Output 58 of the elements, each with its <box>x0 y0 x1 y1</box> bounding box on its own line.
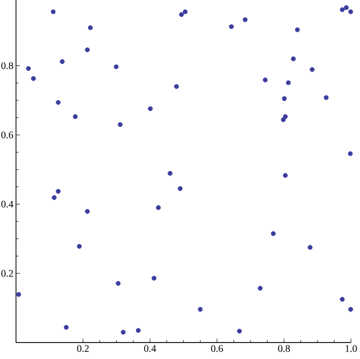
point <box>179 12 184 17</box>
point <box>118 122 123 127</box>
point <box>237 328 242 334</box>
point <box>52 195 57 200</box>
point <box>156 205 161 210</box>
point <box>270 231 276 236</box>
point <box>72 114 78 120</box>
y-tick-label: 0.8 <box>1 62 14 70</box>
point <box>258 286 263 291</box>
point <box>88 25 93 30</box>
point <box>56 100 61 105</box>
x-tick-label: 0.6 <box>211 345 223 352</box>
x-tick-label: 1.0 <box>346 345 357 352</box>
point <box>308 245 313 250</box>
point <box>310 67 315 72</box>
point <box>280 117 286 122</box>
point <box>344 5 349 10</box>
point <box>136 328 141 333</box>
point <box>348 306 354 312</box>
point <box>152 276 156 281</box>
point <box>116 281 121 286</box>
x-tick-label: 0.8 <box>278 345 290 352</box>
x-tick-label: 0.4 <box>144 345 156 352</box>
point <box>148 106 153 112</box>
point <box>56 188 61 194</box>
point <box>120 330 126 335</box>
point <box>229 24 234 30</box>
point <box>178 186 183 191</box>
point <box>76 244 82 249</box>
point <box>84 47 90 52</box>
point <box>64 324 69 330</box>
point <box>262 78 268 82</box>
point <box>50 9 56 14</box>
point <box>182 9 188 14</box>
point <box>282 96 287 102</box>
point <box>242 17 248 22</box>
x-tick-label: 0.2 <box>77 345 89 352</box>
point <box>290 56 296 62</box>
y-tick-label: 0.4 <box>1 200 14 208</box>
point <box>348 151 353 156</box>
point <box>340 7 345 12</box>
point <box>31 76 36 81</box>
point <box>84 209 90 214</box>
point <box>294 27 300 32</box>
point <box>174 84 179 89</box>
y-tick-label: 0.2 <box>1 270 13 277</box>
point <box>60 59 65 64</box>
y-tick-label: 0.6 <box>1 132 14 138</box>
point <box>348 9 354 14</box>
point <box>114 64 119 70</box>
point <box>26 66 31 71</box>
point <box>324 95 329 100</box>
point <box>340 296 345 302</box>
point <box>282 173 288 178</box>
point <box>168 170 172 176</box>
point <box>286 80 291 86</box>
point <box>198 306 203 312</box>
point <box>16 292 22 297</box>
